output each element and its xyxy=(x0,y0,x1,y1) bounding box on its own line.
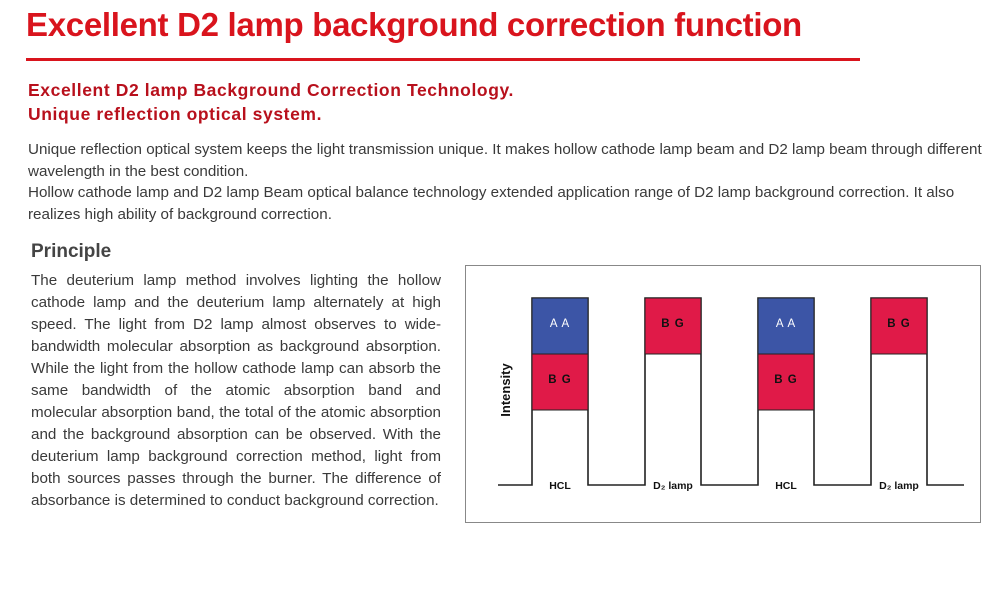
background-absorption-block xyxy=(870,297,928,355)
background-absorption-block xyxy=(531,353,589,411)
background-absorption-block xyxy=(644,297,702,355)
pulse-source-label: HCL xyxy=(775,480,797,492)
principle-heading: Principle xyxy=(31,241,112,262)
subtitle-line-1: Excellent D2 lamp Background Correction … xyxy=(28,80,515,100)
atomic-absorption-block xyxy=(757,297,815,355)
intro-paragraph: Unique reflection optical system keeps t… xyxy=(28,141,982,180)
subtitle-line-2: Unique reflection optical system. xyxy=(28,104,323,124)
pulse-source-label: D₂ lamp xyxy=(879,480,919,492)
background-absorption-label: B G xyxy=(548,374,571,386)
background-absorption-label: B G xyxy=(774,374,797,386)
atomic-absorption-label: A A xyxy=(776,318,796,330)
page-title: Excellent D2 lamp background correction … xyxy=(26,6,802,43)
principle-body: The deuterium lamp method involves light… xyxy=(31,272,441,509)
diagram-canvas: A A B G HCL B G D₂ lamp A A B G HCL B G D₂ lamp In… xyxy=(498,297,964,492)
atomic-absorption-label: A A xyxy=(550,318,570,330)
pulse-source-label: HCL xyxy=(549,480,571,492)
background-absorption-label: B G xyxy=(661,318,684,330)
intro-text: Unique reflection optical system keeps t… xyxy=(28,139,990,225)
background-absorption-block xyxy=(757,353,815,411)
y-axis-label: Intensity xyxy=(498,363,513,417)
background-correction-diagram: A A B G HCL B G D₂ lamp A A B G HCL B G D₂ lamp In… xyxy=(465,265,981,523)
background-absorption-label: B G xyxy=(887,318,910,330)
title-underline xyxy=(26,58,860,61)
pulse-source-label: D₂ lamp xyxy=(653,480,693,492)
intro-paragraph: Hollow cathode lamp and D2 lamp Beam opt… xyxy=(28,184,955,223)
